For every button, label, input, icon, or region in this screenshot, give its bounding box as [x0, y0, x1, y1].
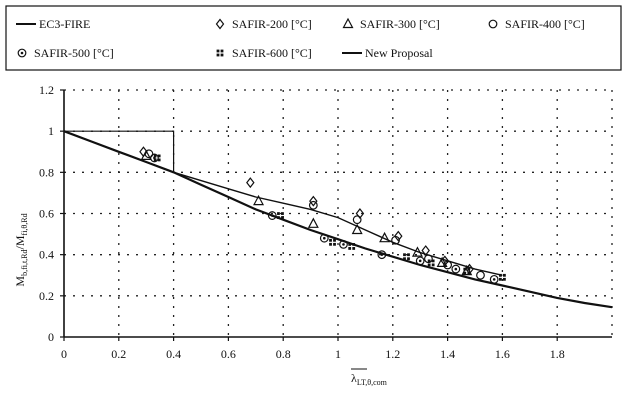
- y-tick-label: 0.8: [39, 165, 54, 179]
- legend-item: SAFIR-400 [°C]: [488, 17, 585, 31]
- x-axis-title-subscript: LT,θ,com: [357, 378, 388, 387]
- series-2-point: [140, 149, 152, 160]
- marks: [63, 130, 613, 309]
- x-tick-label: 1: [335, 347, 341, 361]
- series-2-point: [351, 223, 363, 235]
- series-2-point: [253, 194, 265, 206]
- legend-label: EC3-FIRE: [39, 17, 90, 31]
- series-1-point: [309, 195, 318, 207]
- series-line-6: [63, 130, 503, 276]
- series-3-point: [476, 270, 485, 280]
- series-4-point: [339, 239, 348, 249]
- svg-text:λLT,θ,com: λLT,θ,com: [351, 371, 388, 387]
- series-1-point: [246, 177, 255, 189]
- tick-labels: 0 0.2 0.4 0.6 0.8 1 1.2 1.4 1.6 1.8 0 0.2 0.4 0.6 0.8 1…: [39, 83, 565, 361]
- legend: EC3-FIRE SAFIR-200 [°C] SAFIR-300 [°C] SAFI…: [5, 5, 622, 71]
- x-tick-label: 1.4: [440, 347, 455, 361]
- legend-item: New Proposal: [342, 46, 433, 60]
- legend-box: [5, 5, 622, 71]
- x-tick-label: 0.2: [111, 347, 126, 361]
- legend-item: SAFIR-600 [°C]: [216, 46, 312, 60]
- grid: [64, 89, 613, 337]
- series-5-point: [277, 212, 284, 219]
- series-1-point: [355, 208, 365, 219]
- series-5-point: [403, 253, 410, 261]
- axes: [60, 89, 612, 341]
- legend-swatch: [215, 18, 225, 30]
- series-4-point: [451, 264, 461, 274]
- x-tick-label: 0.6: [221, 347, 236, 361]
- legend-swatch: [17, 48, 27, 58]
- series-4-point: [415, 256, 425, 266]
- legend-label: SAFIR-400 [°C]: [505, 17, 585, 31]
- series-4-point: [489, 274, 499, 284]
- x-tick-label: 1.2: [385, 347, 400, 361]
- series-1-point: [394, 230, 403, 242]
- legend-swatch: [216, 49, 224, 57]
- y-tick-label: 1.2: [39, 83, 54, 97]
- series-5-point: [348, 243, 356, 250]
- legend-label: SAFIR-500 [°C]: [34, 46, 114, 60]
- plot-area: 0 0.2 0.4 0.6 0.8 1 1.2 1.4 1.6 1.8 0 0.2 0.4 0.6 0.8 1…: [39, 83, 613, 361]
- series-5-point: [463, 267, 471, 275]
- x-tick-label: 1.6: [495, 347, 510, 361]
- x-tick-label: 0.8: [276, 347, 291, 361]
- legend-label: SAFIR-200 [°C]: [232, 17, 312, 31]
- legend-item: SAFIR-500 [°C]: [17, 46, 114, 60]
- series-3-point: [352, 215, 362, 225]
- series-5-point: [427, 259, 435, 267]
- legend-item: SAFIR-300 [°C]: [342, 17, 440, 31]
- series-1-point: [421, 245, 430, 257]
- series-4-point: [267, 211, 277, 220]
- series-3-point: [308, 200, 318, 210]
- svg-text:Mb,fi,t,Rd/Mfi,θ,Rd: Mb,fi,t,Rd/Mfi,θ,Rd: [13, 213, 29, 286]
- y-tick-label: 0: [48, 330, 54, 344]
- y-tick-label: 0.2: [39, 289, 54, 303]
- plateau-line: [64, 130, 175, 173]
- x-tick-label: 1.8: [550, 347, 565, 361]
- series-2-point: [307, 217, 319, 228]
- legend-label: SAFIR-600 [°C]: [232, 46, 312, 60]
- x-axis-title: λLT,θ,com: [351, 368, 388, 387]
- legend-label: SAFIR-300 [°C]: [360, 17, 440, 31]
- legend-label: New Proposal: [365, 46, 433, 60]
- legend-item: EC3-FIRE: [16, 17, 90, 31]
- legend-item: SAFIR-200 [°C]: [215, 17, 312, 31]
- legend-swatch: [342, 17, 354, 29]
- y-tick-label: 0.4: [39, 248, 54, 262]
- series-4-point: [319, 233, 329, 243]
- x-axis-title-symbol: λ: [351, 371, 357, 385]
- legend-swatch: [488, 19, 498, 29]
- series-5-point: [153, 154, 161, 162]
- series-3-point: [144, 149, 154, 159]
- y-axis-title-numerator: M: [13, 276, 27, 287]
- x-tick-label: 0: [61, 347, 67, 361]
- y-axis-title: Mb,fi,t,Rd/Mfi,θ,Rd: [13, 213, 29, 286]
- y-tick-label: 0.6: [39, 207, 54, 221]
- y-tick-label: 1: [48, 124, 54, 138]
- series-5-point: [329, 238, 336, 246]
- x-tick-label: 0.4: [166, 347, 181, 361]
- series-4-point: [377, 250, 387, 260]
